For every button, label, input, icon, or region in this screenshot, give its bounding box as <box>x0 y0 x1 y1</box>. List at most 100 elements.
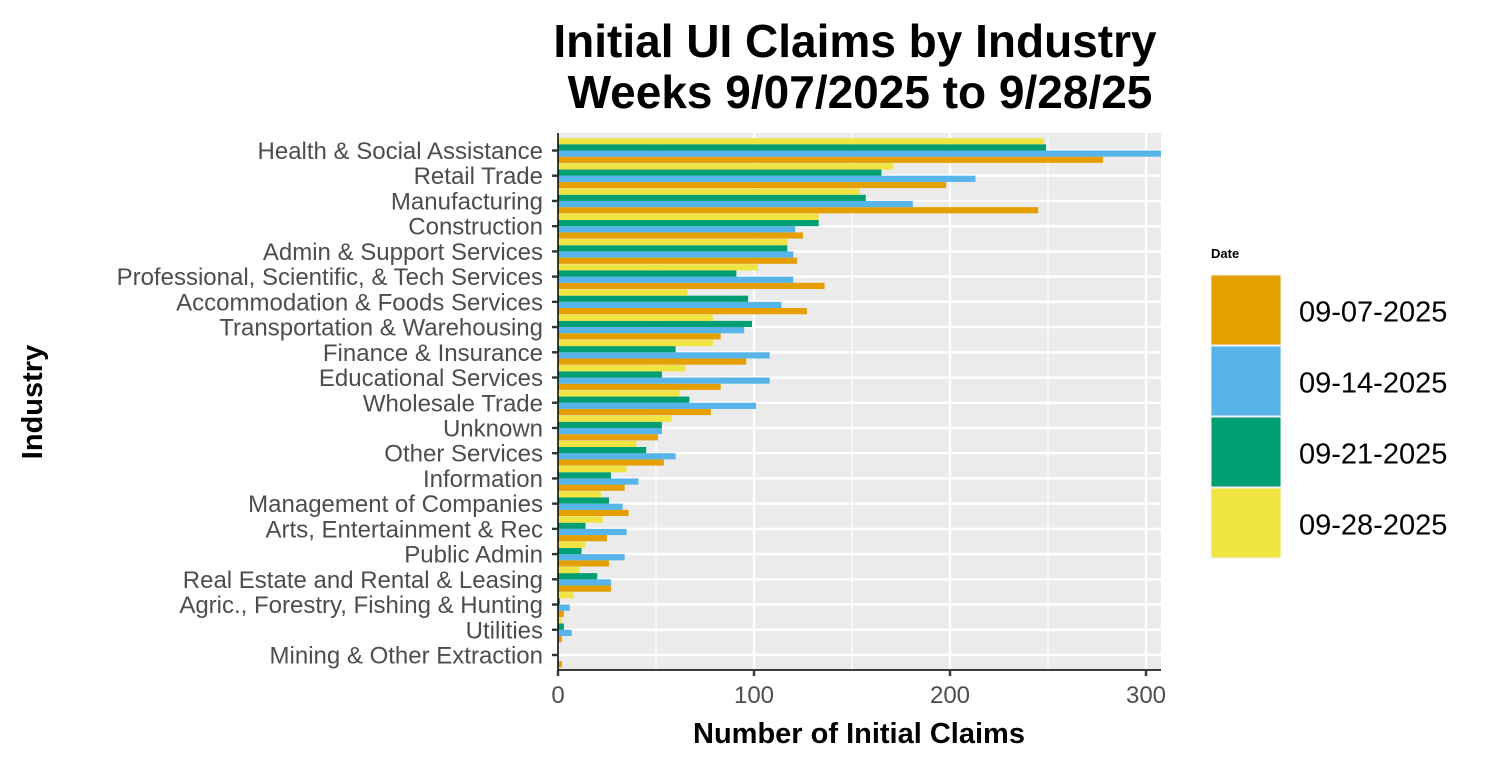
bar-09-28-2025-12 <box>558 440 637 447</box>
bar-09-07-2025-13 <box>558 484 625 491</box>
x-tick-label: 200 <box>930 682 970 709</box>
bar-09-21-2025-4 <box>558 245 788 252</box>
bar-09-07-2025-15 <box>558 535 607 542</box>
bar-09-07-2025-17 <box>558 585 611 592</box>
y-tick-label: Construction <box>408 214 543 241</box>
y-tick-label: Transportation & Warehousing <box>219 315 543 342</box>
y-axis-title: Industry <box>17 345 49 459</box>
bar-09-14-2025-3 <box>558 226 796 233</box>
bar-09-14-2025-2 <box>558 200 913 208</box>
bar-09-14-2025-11 <box>558 427 662 435</box>
y-tick-label: Accommodation & Foods Services <box>176 289 543 316</box>
bar-09-07-2025-7 <box>558 333 721 340</box>
bar-09-07-2025-14 <box>558 509 629 517</box>
bar-09-07-2025-20 <box>558 661 562 668</box>
bar-09-14-2025-17 <box>558 579 611 586</box>
bar-09-14-2025-7 <box>558 327 745 334</box>
legend-key-09-07-2025 <box>1210 274 1282 346</box>
bar-09-21-2025-10 <box>558 396 690 403</box>
bar-09-14-2025-18 <box>558 604 570 611</box>
bar-09-14-2025-8 <box>558 352 770 359</box>
y-tick-label: Unknown <box>443 415 543 442</box>
bar-09-14-2025-6 <box>558 301 782 309</box>
bar-09-14-2025-9 <box>558 377 770 384</box>
bar-09-14-2025-13 <box>558 478 639 485</box>
bar-09-28-2025-19 <box>558 617 562 624</box>
bar-09-28-2025-11 <box>558 415 672 422</box>
legend-label: 09-14-2025 <box>1299 368 1447 400</box>
bar-09-28-2025-3 <box>558 213 819 220</box>
y-tick-label: Manufacturing <box>391 188 543 215</box>
bar-09-07-2025-2 <box>558 207 1039 214</box>
legend-label: 09-07-2025 <box>1299 297 1447 329</box>
bar-09-14-2025-16 <box>558 554 625 561</box>
bar-09-21-2025-6 <box>558 295 749 302</box>
legend-key-09-28-2025 <box>1210 487 1282 559</box>
bar-09-21-2025-13 <box>558 472 611 479</box>
bar-09-07-2025-16 <box>558 560 609 567</box>
bar-09-21-2025-3 <box>558 219 819 227</box>
bar-09-28-2025-14 <box>558 491 602 498</box>
bar-09-28-2025-6 <box>558 289 688 296</box>
bar-09-28-2025-8 <box>558 339 713 347</box>
bar-09-07-2025-8 <box>558 358 747 365</box>
x-tick-label: 100 <box>734 682 774 709</box>
bar-09-21-2025-8 <box>558 346 676 353</box>
y-tick-label: Public Admin <box>404 542 543 569</box>
bar-09-21-2025-14 <box>558 497 609 504</box>
bar-09-21-2025-1 <box>558 169 882 176</box>
bar-09-28-2025-4 <box>558 239 788 246</box>
bar-09-21-2025-17 <box>558 573 598 580</box>
bar-09-07-2025-0 <box>558 156 1103 163</box>
legend-key-09-21-2025 <box>1210 416 1282 488</box>
y-tick-label: Management of Companies <box>248 491 543 518</box>
bars <box>558 138 1161 668</box>
bar-09-07-2025-12 <box>558 459 664 466</box>
chart-title: Initial UI Claims by Industry Weeks 9/07… <box>553 15 1157 118</box>
bar-09-28-2025-7 <box>558 314 713 321</box>
y-tick-label: Information <box>423 466 543 493</box>
y-tick-label: Utilities <box>466 617 543 644</box>
y-tick-label: Health & Social Assistance <box>258 138 543 165</box>
bar-09-21-2025-2 <box>558 194 866 201</box>
bar-09-28-2025-17 <box>558 566 580 574</box>
y-tick-label: Retail Trade <box>414 163 543 190</box>
bar-09-21-2025-0 <box>558 144 1047 151</box>
bar-09-07-2025-1 <box>558 181 947 189</box>
bar-09-07-2025-18 <box>558 610 564 617</box>
bar-09-21-2025-19 <box>558 623 564 630</box>
bar-09-21-2025-18 <box>558 598 560 605</box>
bar-09-14-2025-0 <box>558 150 1161 157</box>
bar-09-14-2025-19 <box>558 629 572 636</box>
bar-09-07-2025-10 <box>558 408 711 416</box>
y-tick-label: Admin & Support Services <box>263 239 543 266</box>
bar-09-28-2025-9 <box>558 365 686 372</box>
bar-09-28-2025-15 <box>558 516 604 523</box>
bar-09-21-2025-12 <box>558 447 647 454</box>
bar-09-21-2025-7 <box>558 320 753 328</box>
bar-09-28-2025-18 <box>558 592 574 599</box>
chart-title-line-2: Weeks 9/07/2025 to 9/28/25 <box>568 66 1153 118</box>
y-tick-label: Wholesale Trade <box>363 390 543 417</box>
bar-09-07-2025-6 <box>558 308 807 315</box>
bar-09-28-2025-0 <box>558 138 1045 145</box>
bar-09-28-2025-10 <box>558 390 680 397</box>
x-axis-title: Number of Initial Claims <box>693 718 1025 750</box>
legend-label: 09-28-2025 <box>1299 510 1447 542</box>
bar-09-14-2025-12 <box>558 453 676 460</box>
bar-09-07-2025-4 <box>558 257 798 264</box>
legend-key-09-14-2025 <box>1210 345 1282 417</box>
y-tick-label: Arts, Entertainment & Rec <box>266 516 543 543</box>
legend: Date 09-07-2025 09-14-2025 09-21-2025 09-28… <box>1210 246 1447 559</box>
bar-09-28-2025-5 <box>558 264 758 271</box>
bar-09-28-2025-16 <box>558 541 586 548</box>
bar-09-21-2025-5 <box>558 270 737 277</box>
y-tick-label: Real Estate and Rental & Leasing <box>183 567 543 594</box>
legend-title: Date <box>1211 246 1239 261</box>
y-tick-label: Professional, Scientific, & Tech Service… <box>117 264 543 291</box>
bar-09-14-2025-1 <box>558 175 976 182</box>
bar-09-21-2025-9 <box>558 371 662 378</box>
bar-09-21-2025-15 <box>558 522 586 529</box>
bar-09-14-2025-14 <box>558 503 623 510</box>
